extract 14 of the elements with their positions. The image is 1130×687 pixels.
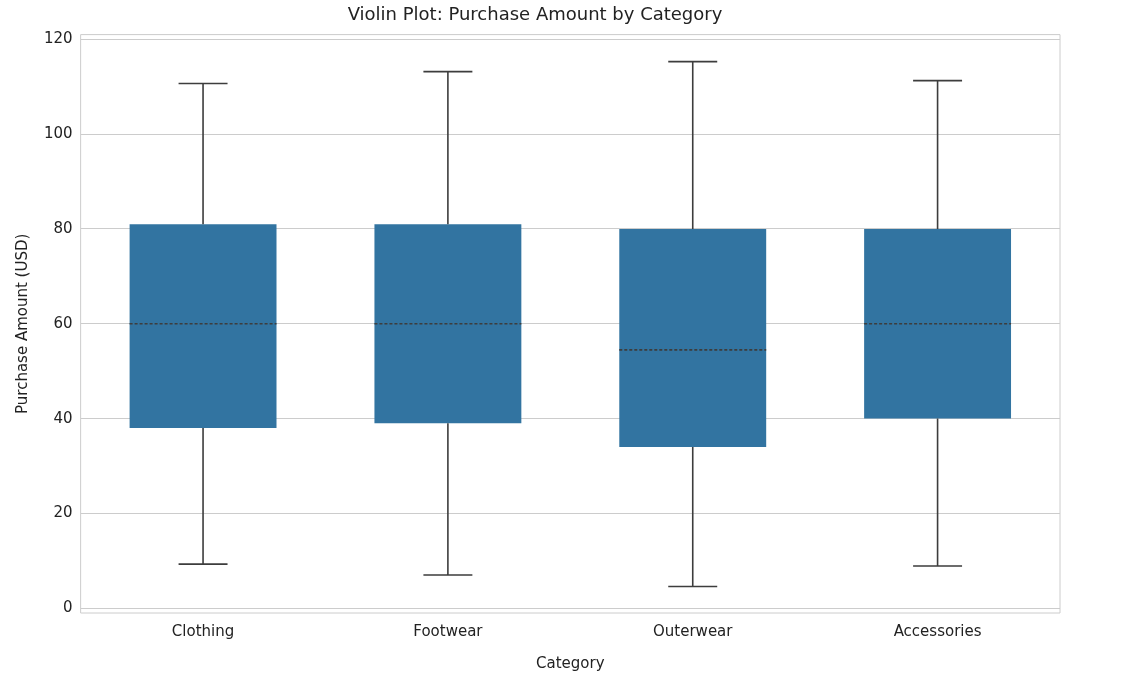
x-axis-title: Category: [536, 653, 605, 672]
x-tick-label: Accessories: [893, 621, 982, 640]
chart-title: Violin Plot: Purchase Amount by Category: [347, 3, 723, 25]
y-tick-label: 0: [63, 598, 73, 617]
x-tick-label: Clothing: [171, 621, 235, 640]
y-tick-label: 60: [53, 313, 73, 332]
x-tick-label: Outerwear: [653, 621, 734, 640]
y-tick-label: 40: [53, 408, 73, 427]
y-axis-title: Purchase Amount (USD): [12, 233, 31, 414]
y-tick-label: 120: [43, 29, 73, 48]
y-tick-label: 80: [53, 218, 73, 237]
y-tick-label: 100: [43, 124, 73, 143]
x-tick-label: Footwear: [413, 621, 484, 640]
y-tick-label: 20: [53, 503, 73, 522]
